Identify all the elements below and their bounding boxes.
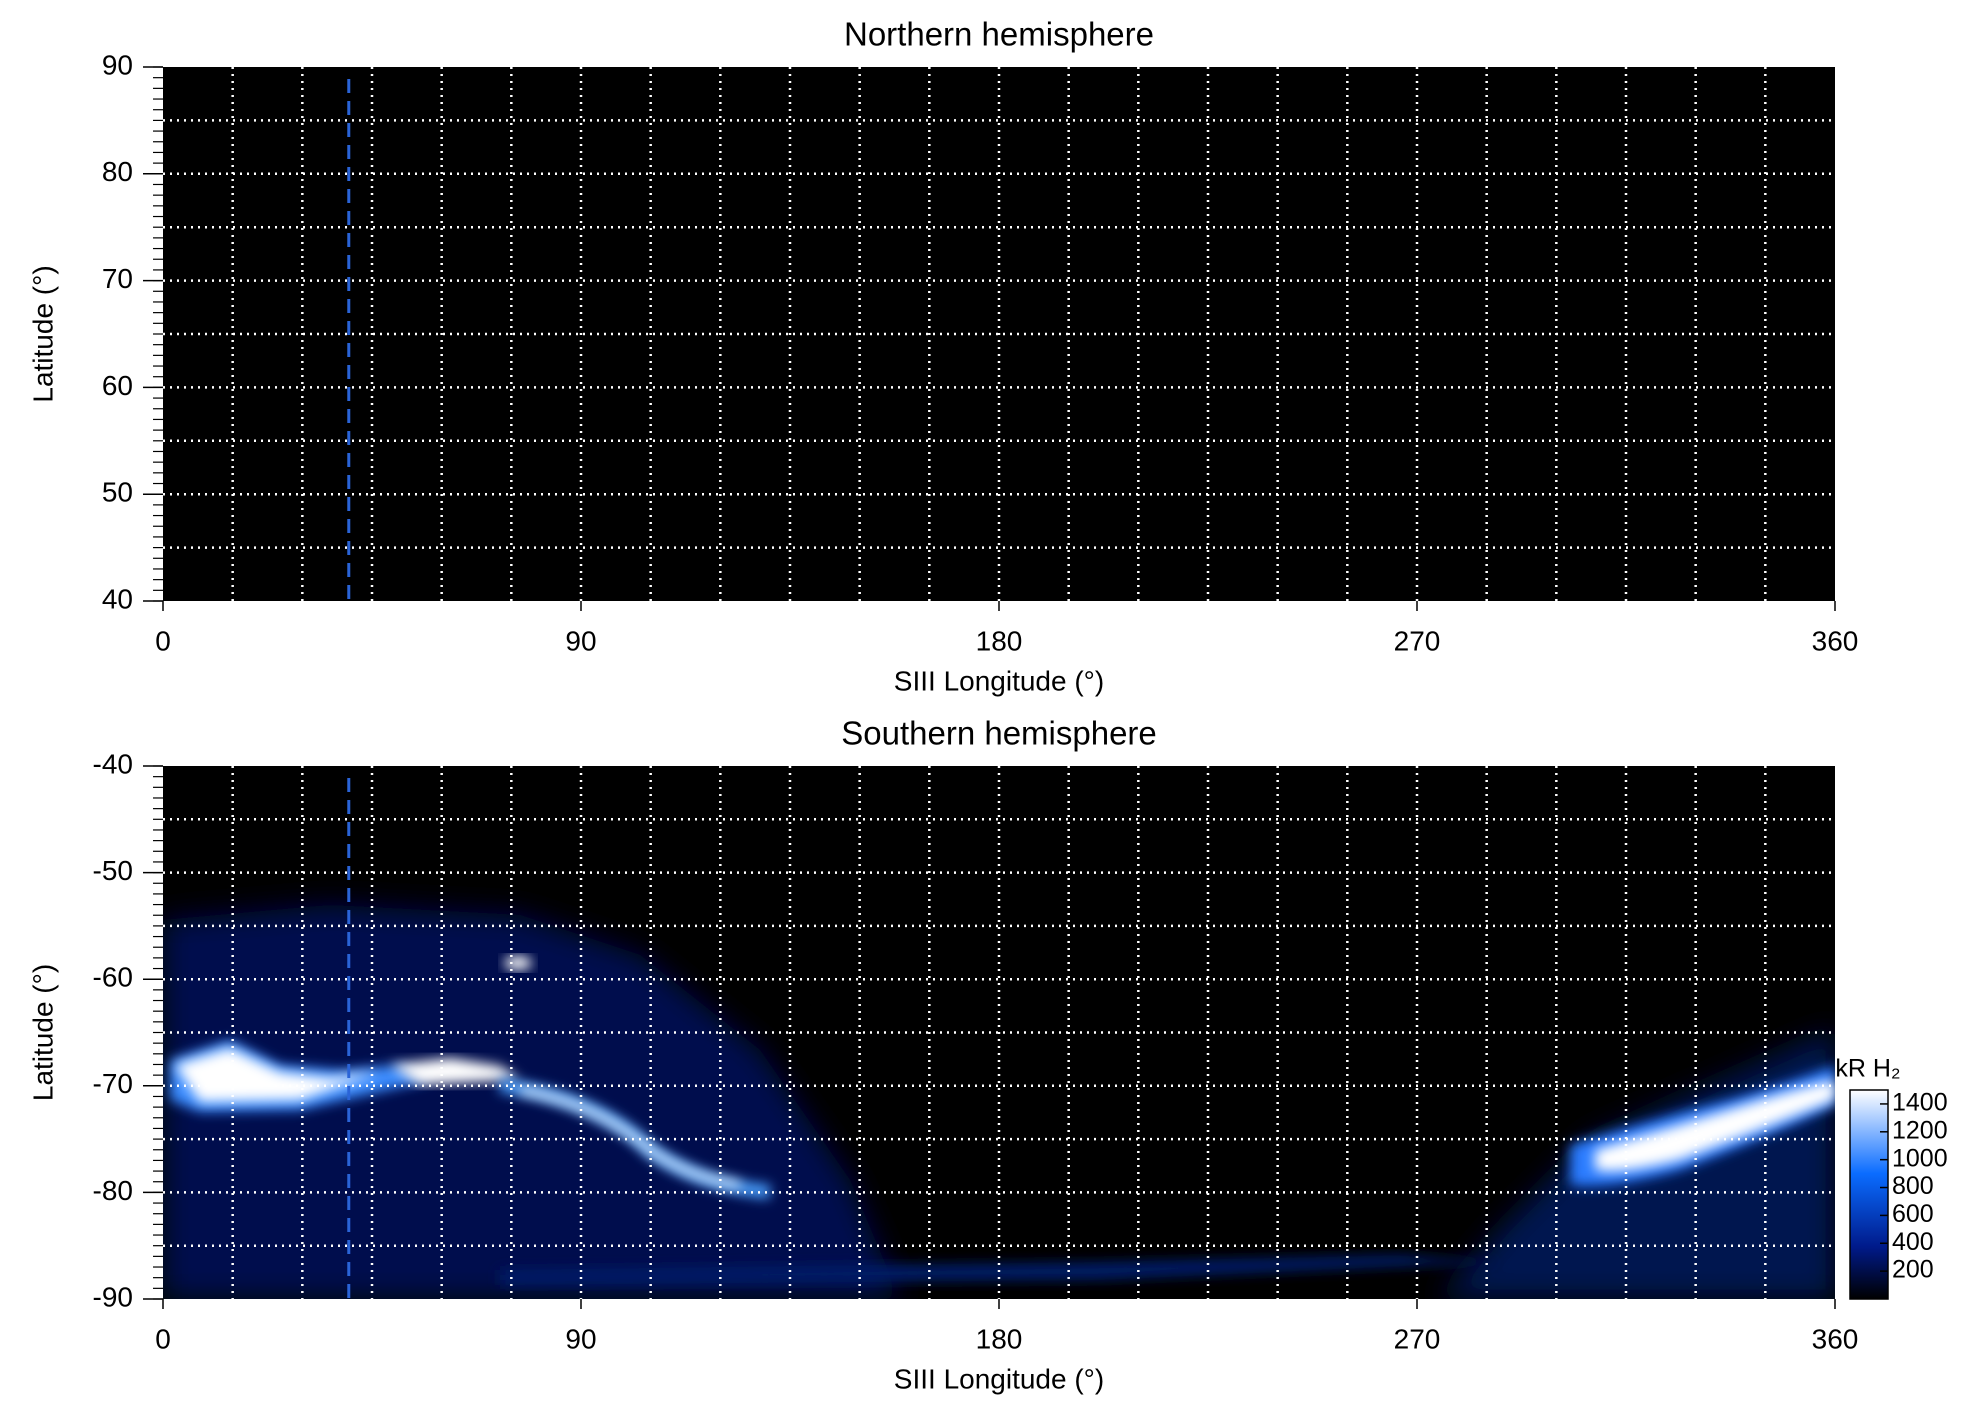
colorbar <box>1849 1089 1889 1300</box>
emission <box>519 1087 741 1188</box>
colorbar-tick-label: 1400 <box>1892 1089 1948 1117</box>
x-tick-label: 90 <box>565 625 596 656</box>
y-tick-label: -40 <box>93 748 133 779</box>
colorbar-tick-label: 400 <box>1892 1228 1934 1256</box>
emission-image <box>163 905 1835 1299</box>
x-tick-label: 270 <box>1394 625 1441 656</box>
y-tick-label: 70 <box>102 263 133 294</box>
x-tick-label: 0 <box>155 1323 171 1354</box>
colorbar-label: kR H₂ <box>1835 1055 1900 1083</box>
colorbar-tick-label: 1000 <box>1892 1144 1948 1172</box>
y-axis-label: Latitude (°) <box>27 964 58 1101</box>
emission <box>1595 1080 1835 1172</box>
y-tick-label: -70 <box>93 1068 133 1099</box>
x-tick-label: 270 <box>1394 1323 1441 1354</box>
x-tick-label: 360 <box>1812 625 1859 656</box>
x-tick-label: 180 <box>976 625 1023 656</box>
x-tick-label: 90 <box>565 1323 596 1354</box>
y-tick-label: 90 <box>102 49 133 80</box>
emission <box>163 905 900 1299</box>
emission <box>390 1058 520 1085</box>
y-tick-label: -50 <box>93 855 133 886</box>
chart-title: Southern hemisphere <box>841 715 1157 752</box>
emission <box>504 956 532 970</box>
x-axis-label: SIII Longitude (°) <box>894 1363 1104 1394</box>
chart-title: Northern hemisphere <box>844 16 1154 53</box>
y-tick-label: -90 <box>93 1281 133 1312</box>
y-axis-label: Latitude (°) <box>27 265 58 402</box>
colorbar-tick-label: 200 <box>1892 1256 1934 1284</box>
colorbar-tick-label: 600 <box>1892 1200 1934 1228</box>
x-tick-label: 180 <box>976 1323 1023 1354</box>
y-tick-label: -60 <box>93 962 133 993</box>
colorbar-tick-label: 1200 <box>1892 1116 1948 1144</box>
x-axis-label: SIII Longitude (°) <box>894 665 1104 696</box>
y-tick-label: -80 <box>93 1175 133 1206</box>
panel-north: Northern hemisphere SIII Longitude (°) Lat… <box>27 16 1858 697</box>
y-tick-label: 60 <box>102 370 133 401</box>
y-tick-label: 80 <box>102 156 133 187</box>
x-tick-label: 360 <box>1812 1323 1859 1354</box>
panel-south: Southern hemisphere SIII Longitude (°) Lat… <box>27 715 1947 1395</box>
x-tick-label: 0 <box>155 625 171 656</box>
colorbar-tick-label: 800 <box>1892 1172 1934 1200</box>
emission <box>175 1048 380 1102</box>
y-tick-label: 40 <box>102 583 133 614</box>
y-tick-label: 50 <box>102 477 133 508</box>
